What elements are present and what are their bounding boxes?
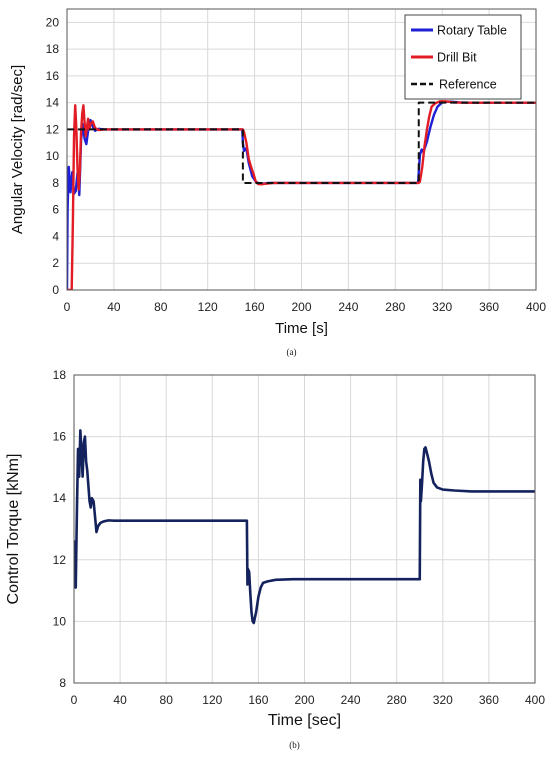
x-tick-label: 40 <box>113 693 127 707</box>
series-group <box>74 429 535 625</box>
y-tick-label: 12 <box>46 122 60 136</box>
plot-frame <box>66 8 537 291</box>
x-tick-label: 160 <box>245 300 265 314</box>
x-tick-label: 400 <box>526 300 546 314</box>
y-axis-label: Control Torque [kNm] <box>5 454 22 605</box>
figure-caption: (a) <box>287 347 297 357</box>
y-tick-label: 10 <box>46 149 60 163</box>
y-tick-label: 12 <box>53 553 67 567</box>
legend-label: Reference <box>439 78 497 92</box>
y-tick-label: 20 <box>46 15 60 29</box>
y-tick-label: 8 <box>59 676 66 690</box>
x-tick-label: 320 <box>432 300 452 314</box>
chart-b: 0 40 80 120 160 200 240 280 320 360 400 8 10 12 14 16 18… <box>5 368 545 750</box>
x-tick-label: 80 <box>154 300 168 314</box>
x-tick-label: 0 <box>64 300 71 314</box>
x-tick-label: 400 <box>525 693 545 707</box>
x-tick-label: 280 <box>385 300 405 314</box>
drill-bit-line <box>67 100 536 290</box>
y-tick-label: 10 <box>53 614 67 628</box>
y-tick-label: 16 <box>53 430 67 444</box>
control-torque-line <box>74 429 535 625</box>
y-axis-label: Angular Velocity [rad/sec] <box>9 65 26 234</box>
series-group <box>67 100 536 290</box>
legend-label: Drill Bit <box>437 51 477 65</box>
x-tick-label: 240 <box>338 300 358 314</box>
legend-label: Rotary Table <box>437 24 507 38</box>
y-tick-label: 14 <box>53 491 67 505</box>
figure-caption: (b) <box>289 740 300 750</box>
y-tick-label: 14 <box>46 96 60 110</box>
y-tick-label: 18 <box>46 42 60 56</box>
y-tick-label: 18 <box>53 368 67 382</box>
x-axis-label: Time [sec] <box>268 712 341 729</box>
x-tick-label: 280 <box>387 693 407 707</box>
x-tick-label: 360 <box>479 693 499 707</box>
reference-line <box>67 101 536 184</box>
y-tick-label: 2 <box>52 256 59 270</box>
x-tick-label: 160 <box>248 693 268 707</box>
x-tick-label: 320 <box>433 693 453 707</box>
y-tick-label: 4 <box>52 229 59 243</box>
x-tick-label: 40 <box>107 300 121 314</box>
x-tick-label: 80 <box>160 693 174 707</box>
y-tick-label: 8 <box>52 176 59 190</box>
x-tick-label: 120 <box>198 300 218 314</box>
x-tick-label: 0 <box>71 693 78 707</box>
x-tick-label: 120 <box>202 693 222 707</box>
gridlines <box>74 375 535 683</box>
plot-frame <box>73 374 536 684</box>
legend: Rotary Table Drill Bit Reference <box>404 14 522 100</box>
y-tick-label: 16 <box>46 69 60 83</box>
x-tick-label: 240 <box>341 693 361 707</box>
x-axis-label: Time [s] <box>275 320 328 337</box>
y-tick-label: 6 <box>52 203 59 217</box>
x-tick-label: 200 <box>294 693 314 707</box>
x-tick-label: 200 <box>291 300 311 314</box>
x-tick-label: 360 <box>479 300 499 314</box>
y-tick-label: 0 <box>52 283 59 297</box>
chart-a: 0 40 80 120 160 200 240 280 320 360 400 0 2 4 6 8 10 12 14… <box>9 8 546 357</box>
